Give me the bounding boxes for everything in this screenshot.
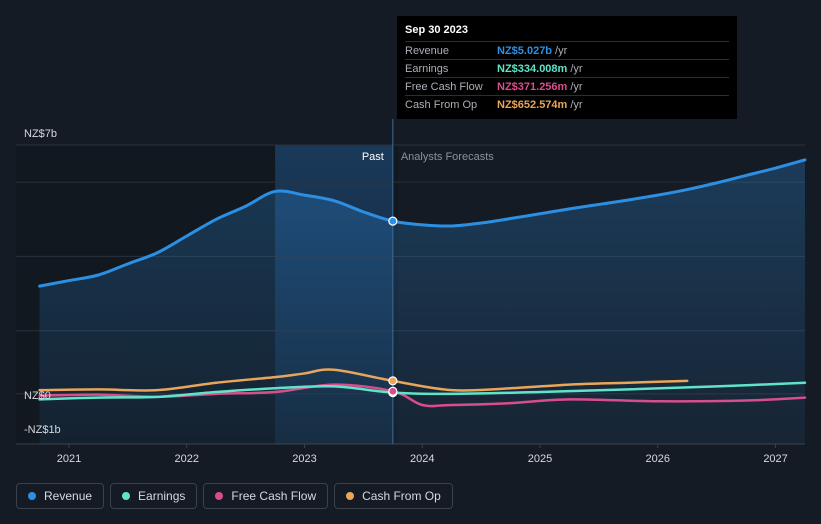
- x-tick-label: 2025: [528, 453, 552, 465]
- tooltip-row-earnings: Earnings NZ$334.008m /yr: [405, 59, 729, 77]
- y-tick-label: NZ$7b: [24, 128, 57, 140]
- legend-label: Cash From Op: [362, 489, 441, 503]
- free-cash-flow-marker: [388, 386, 398, 396]
- x-tick-label: 2026: [646, 453, 670, 465]
- tooltip-value: NZ$652.574m: [497, 98, 568, 111]
- cash-from-op-line: [38, 368, 689, 392]
- y-tick-label: -NZ$1b: [24, 424, 61, 436]
- tooltip-unit: /yr: [570, 98, 583, 111]
- x-tick-label: 2022: [175, 453, 199, 465]
- tooltip-value: NZ$334.008m: [497, 62, 568, 75]
- tooltip-row-revenue: Revenue NZ$5.027b /yr: [405, 41, 729, 59]
- y-tick-label: NZ$0: [24, 390, 51, 402]
- tooltip-row-free-cash-flow: Free Cash Flow NZ$371.256m /yr: [405, 77, 729, 95]
- revenue-dot-icon: [28, 492, 36, 500]
- tooltip-unit: /yr: [555, 44, 568, 57]
- free-cash-flow-dot-icon: [215, 492, 224, 500]
- tooltip-unit: /yr: [570, 80, 583, 93]
- tooltip-row-cash-from-op: Cash From Op NZ$652.574m /yr: [405, 95, 729, 113]
- earnings-dot-icon: [122, 492, 131, 500]
- legend-item-cash-from-op[interactable]: Cash From Op: [334, 483, 453, 509]
- cash-from-op-marker: [388, 376, 398, 386]
- legend-item-free-cash-flow[interactable]: Free Cash Flow: [203, 483, 329, 509]
- tooltip-label: Earnings: [405, 62, 449, 75]
- legend-label: Earnings: [138, 489, 186, 503]
- x-tick-label: 2027: [763, 453, 787, 465]
- revenue-area: [39, 159, 805, 444]
- x-tick-label: 2021: [57, 453, 81, 465]
- legend-label: Revenue: [44, 489, 93, 503]
- cash-from-op-dot-icon: [346, 492, 355, 500]
- revenue-marker: [388, 216, 398, 226]
- legend-item-revenue[interactable]: Revenue: [16, 483, 105, 509]
- legend-label: Free Cash Flow: [231, 489, 317, 503]
- tooltip-value: NZ$371.256m: [497, 80, 568, 93]
- tooltip-label: Free Cash Flow: [405, 80, 483, 93]
- past-label: Past: [362, 151, 384, 163]
- revenue-line: [38, 158, 807, 288]
- tooltip-value: NZ$5.027b: [497, 44, 553, 57]
- tooltip-unit: /yr: [570, 62, 583, 75]
- tooltip: Sep 30 2023 Revenue NZ$5.027b /yr Earnin…: [397, 16, 737, 119]
- tooltip-label: Revenue: [405, 44, 450, 57]
- tooltip-label: Cash From Op: [405, 98, 478, 111]
- x-tick-label: 2024: [410, 453, 434, 465]
- x-tick-label: 2023: [292, 453, 316, 465]
- legend: Revenue Earnings Free Cash Flow Cash Fro…: [16, 483, 453, 509]
- tooltip-date: Sep 30 2023: [405, 24, 468, 36]
- forecast-label: Analysts Forecasts: [401, 151, 494, 163]
- legend-item-earnings[interactable]: Earnings: [110, 483, 198, 509]
